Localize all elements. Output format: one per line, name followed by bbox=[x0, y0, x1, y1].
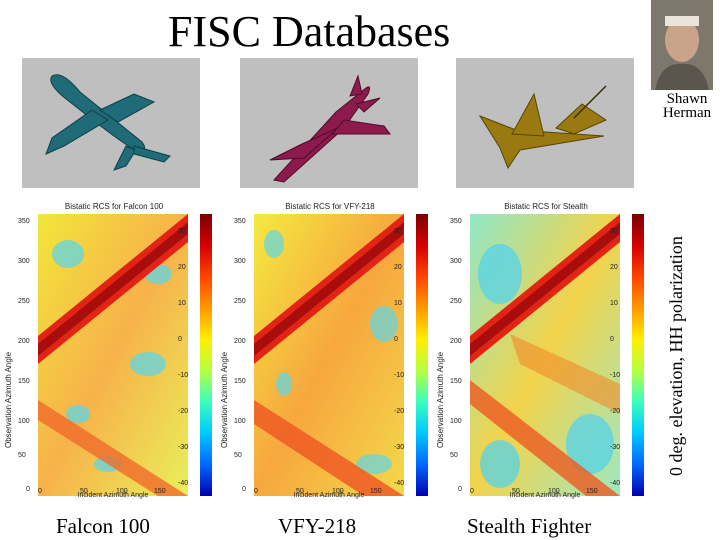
colorbar-tick: -20 bbox=[178, 408, 189, 415]
rcs-plot-stealth: Bistatic RCS for Stealth Observation Azi… bbox=[436, 202, 646, 502]
x-tick: 50 bbox=[512, 488, 520, 495]
y-tick: 350 bbox=[450, 218, 462, 225]
colorbar-tick: -10 bbox=[394, 372, 405, 379]
author-last-name: Herman bbox=[662, 105, 712, 121]
colorbar-tick: -10 bbox=[178, 372, 189, 379]
rcs-heatmap bbox=[254, 214, 404, 496]
colorbar-tick: -20 bbox=[394, 408, 405, 415]
x-tick: 50 bbox=[80, 488, 88, 495]
y-tick: 0 bbox=[242, 486, 246, 493]
colorbar-tick: 20 bbox=[610, 264, 618, 271]
y-tick: 350 bbox=[18, 218, 30, 225]
colorbar-tick: 10 bbox=[394, 300, 402, 307]
y-tick: 100 bbox=[234, 418, 246, 425]
x-axis-label: Incident Azimuth Angle bbox=[77, 492, 149, 499]
colorbar bbox=[632, 214, 644, 496]
colorbar-tick: 10 bbox=[610, 300, 618, 307]
author-first-name: Shawn bbox=[666, 91, 708, 107]
colorbar-tick: 30 bbox=[394, 228, 402, 235]
y-tick: 50 bbox=[450, 452, 458, 459]
slide-title: FISC Databases bbox=[168, 7, 451, 56]
x-axis-label: Incident Azimuth Angle bbox=[509, 492, 581, 499]
y-tick: 100 bbox=[450, 418, 462, 425]
y-tick: 100 bbox=[18, 418, 30, 425]
x-tick: 150 bbox=[154, 488, 166, 495]
x-tick: 50 bbox=[296, 488, 304, 495]
y-tick: 200 bbox=[450, 338, 462, 345]
colorbar-tick: 0 bbox=[178, 336, 182, 343]
x-tick: 150 bbox=[370, 488, 382, 495]
rcs-plot-falcon: Bistatic RCS for Falcon 100 Observation … bbox=[4, 202, 214, 502]
colorbar-tick: -40 bbox=[394, 480, 405, 487]
y-tick: 150 bbox=[234, 378, 246, 385]
y-tick: 350 bbox=[234, 218, 246, 225]
colorbar-tick: 30 bbox=[178, 228, 186, 235]
author-name: Shawn Herman bbox=[654, 91, 720, 121]
falcon-render bbox=[22, 58, 200, 188]
y-axis-label: Observation Azimuth Angle bbox=[4, 351, 13, 448]
caption-falcon: Falcon 100 bbox=[56, 514, 150, 538]
plot-title: Bistatic RCS for VFY-218 bbox=[285, 202, 375, 211]
colorbar-tick: 10 bbox=[178, 300, 186, 307]
polarization-label: 0 deg. elevation, HH polarization bbox=[666, 236, 686, 476]
colorbar-tick: -20 bbox=[610, 408, 621, 415]
y-tick: 150 bbox=[18, 378, 30, 385]
colorbar bbox=[416, 214, 428, 496]
colorbar-tick: -30 bbox=[610, 444, 621, 451]
y-tick: 250 bbox=[234, 298, 246, 305]
rcs-heatmap bbox=[38, 214, 188, 496]
y-tick: 200 bbox=[18, 338, 30, 345]
colorbar-tick: -30 bbox=[178, 444, 189, 451]
colorbar-tick: -10 bbox=[610, 372, 621, 379]
y-tick: 0 bbox=[26, 486, 30, 493]
colorbar-tick: 0 bbox=[394, 336, 398, 343]
caption-stealth: Stealth Fighter bbox=[467, 514, 592, 538]
x-axis-label: Incident Azimuth Angle bbox=[293, 492, 365, 499]
plot-title: Bistatic RCS for Falcon 100 bbox=[64, 202, 164, 211]
stealth-render bbox=[456, 58, 634, 188]
colorbar bbox=[200, 214, 212, 496]
x-tick: 100 bbox=[548, 488, 560, 495]
y-tick: 200 bbox=[234, 338, 246, 345]
x-tick: 0 bbox=[38, 488, 42, 495]
y-axis-label: Observation Azimuth Angle bbox=[220, 351, 229, 448]
colorbar-tick: -30 bbox=[394, 444, 405, 451]
y-tick: 50 bbox=[234, 452, 242, 459]
author-photo bbox=[651, 0, 713, 90]
colorbar-tick: 0 bbox=[610, 336, 614, 343]
y-tick: 300 bbox=[18, 258, 30, 265]
caption-vfy218: VFY-218 bbox=[278, 514, 357, 538]
colorbar-tick: -40 bbox=[610, 480, 621, 487]
y-tick: 0 bbox=[458, 486, 462, 493]
rcs-heatmap bbox=[470, 214, 620, 496]
colorbar-tick: -40 bbox=[178, 480, 189, 487]
y-tick: 300 bbox=[450, 258, 462, 265]
colorbar-tick: 20 bbox=[178, 264, 186, 271]
x-tick: 100 bbox=[116, 488, 128, 495]
colorbar-tick: 20 bbox=[394, 264, 402, 271]
y-tick: 300 bbox=[234, 258, 246, 265]
y-tick: 150 bbox=[450, 378, 462, 385]
x-tick: 0 bbox=[470, 488, 474, 495]
x-tick: 150 bbox=[586, 488, 598, 495]
colorbar-tick: 30 bbox=[610, 228, 618, 235]
y-tick: 50 bbox=[18, 452, 26, 459]
plot-title: Bistatic RCS for Stealth bbox=[504, 202, 588, 211]
x-tick: 100 bbox=[332, 488, 344, 495]
y-axis-label: Observation Azimuth Angle bbox=[436, 351, 445, 448]
y-tick: 250 bbox=[18, 298, 30, 305]
vfy218-render bbox=[240, 58, 418, 188]
rcs-plot-vfy218: Bistatic RCS for VFY-218 Observation Azi… bbox=[220, 202, 430, 502]
y-tick: 250 bbox=[450, 298, 462, 305]
x-tick: 0 bbox=[254, 488, 258, 495]
